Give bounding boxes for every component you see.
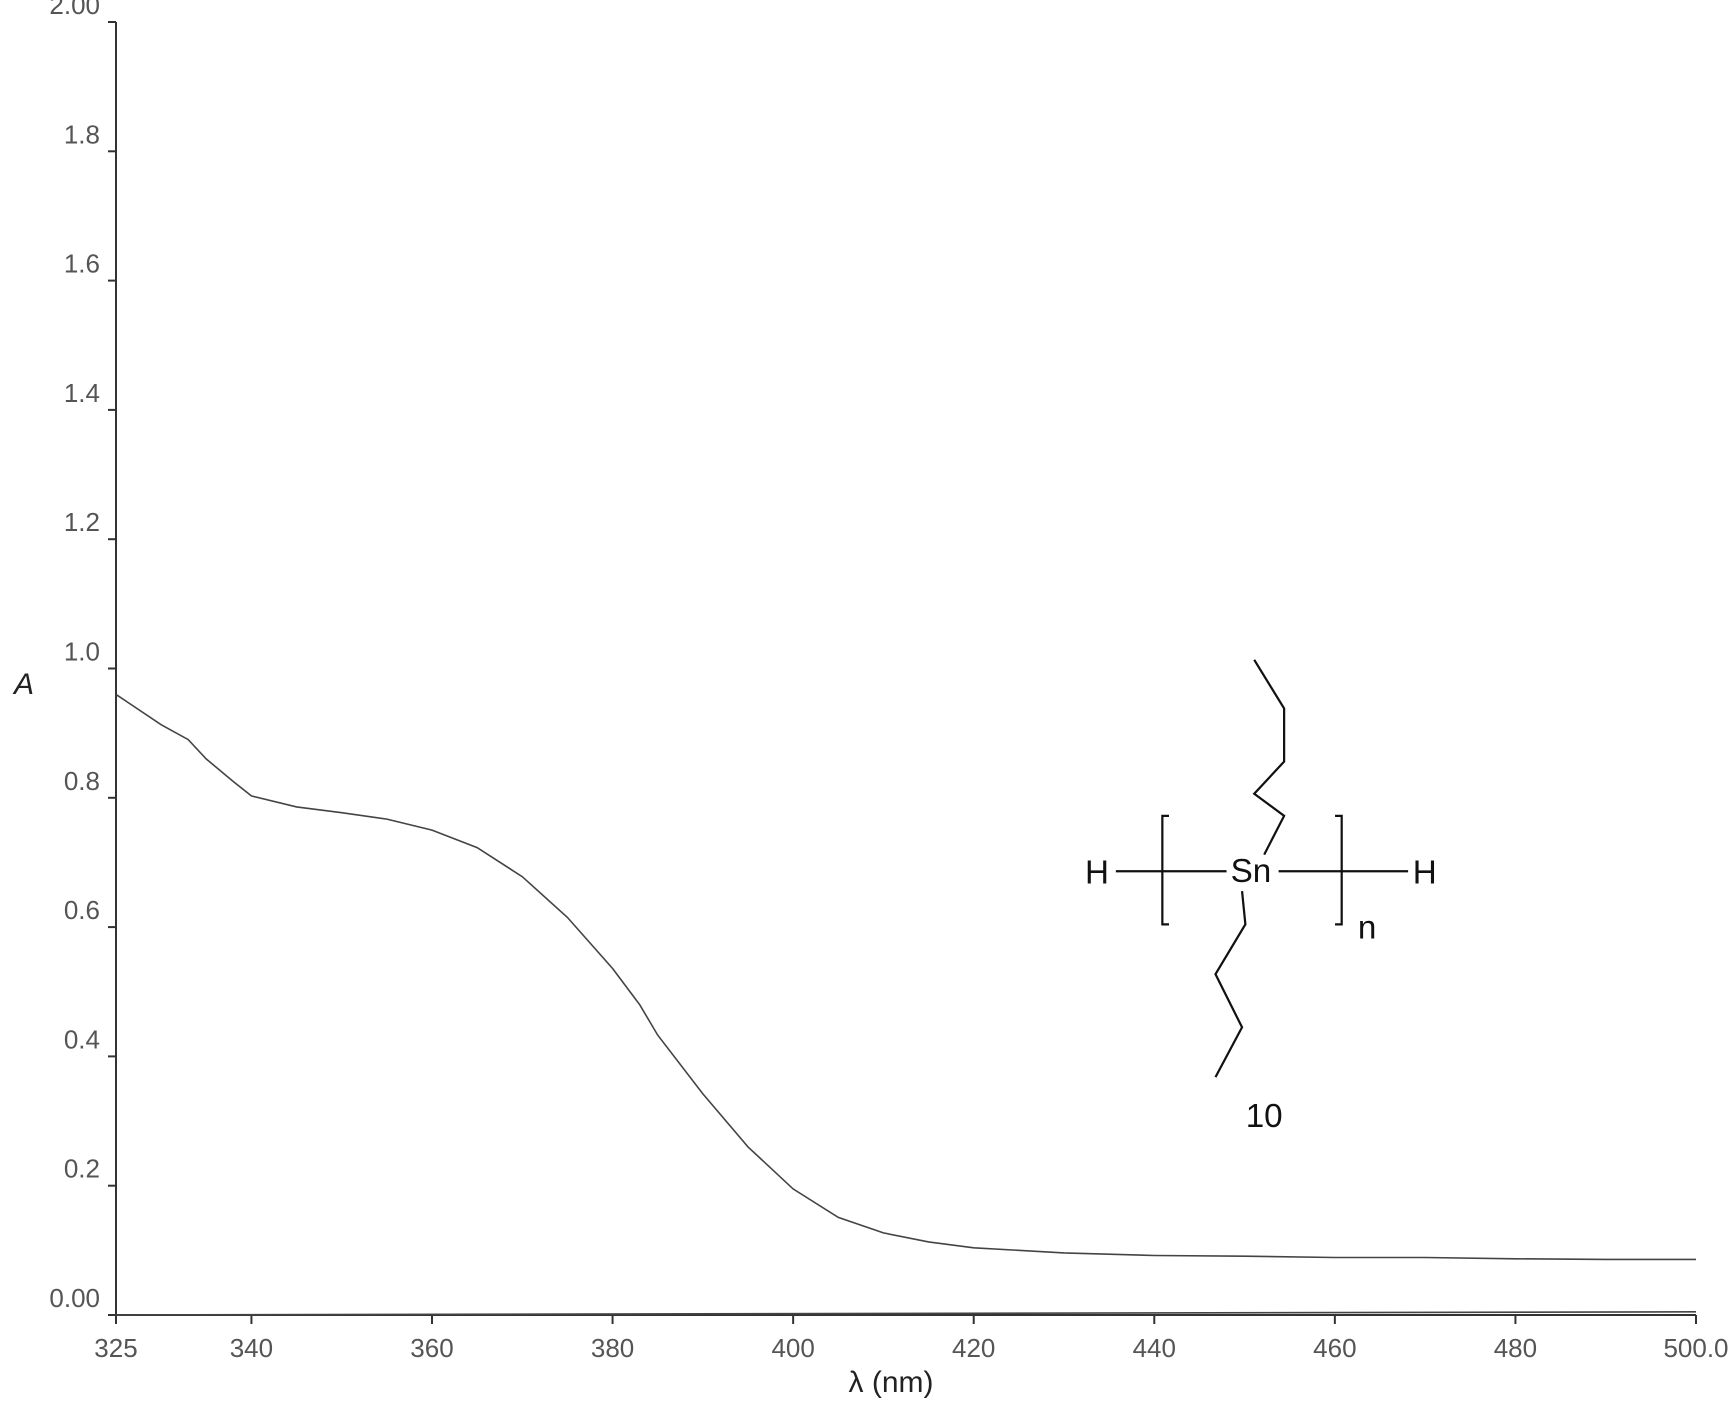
compound-number: 10 xyxy=(1246,1098,1283,1135)
x-tick-label: 440 xyxy=(1133,1333,1176,1363)
y-tick-label: 1.4 xyxy=(64,378,100,408)
y-tick-label: 0.00 xyxy=(49,1283,100,1313)
spectrum-line xyxy=(115,1311,1697,1316)
structure-label: Sn xyxy=(1231,853,1272,890)
y-axis-label: A xyxy=(12,668,34,701)
spectrum-line xyxy=(115,693,1696,1261)
x-tick-label: 500.0 xyxy=(1663,1333,1728,1363)
y-tick-label: 1.0 xyxy=(64,637,100,667)
x-tick-label: 420 xyxy=(952,1333,995,1363)
y-tick-label: 0.6 xyxy=(64,895,100,925)
x-tick-label: 480 xyxy=(1494,1333,1537,1363)
butyl-chain xyxy=(1214,891,1247,1078)
butyl-chain xyxy=(1252,659,1286,856)
y-tick-label: 0.4 xyxy=(64,1024,100,1054)
x-tick-label: 460 xyxy=(1313,1333,1356,1363)
x-tick-label: 325 xyxy=(94,1333,137,1363)
structure-label: H xyxy=(1413,854,1437,891)
y-tick-label: 1.2 xyxy=(64,507,100,537)
structure-label: H xyxy=(1085,854,1109,891)
structure-label: n xyxy=(1358,910,1376,947)
x-axis-label: λ (nm) xyxy=(849,1366,934,1399)
y-tick-label: 0.8 xyxy=(64,766,100,796)
x-tick-label: 380 xyxy=(591,1333,634,1363)
x-tick-label: 400 xyxy=(771,1333,814,1363)
y-tick-label: 2.00 xyxy=(49,0,100,20)
x-tick-label: 340 xyxy=(230,1333,273,1363)
y-tick-label: 1.8 xyxy=(64,119,100,149)
y-tick-label: 0.2 xyxy=(64,1154,100,1184)
y-tick-label: 1.6 xyxy=(64,249,100,279)
x-tick-label: 360 xyxy=(410,1333,453,1363)
structure: H Sn H n 10 xyxy=(1085,659,1437,1135)
